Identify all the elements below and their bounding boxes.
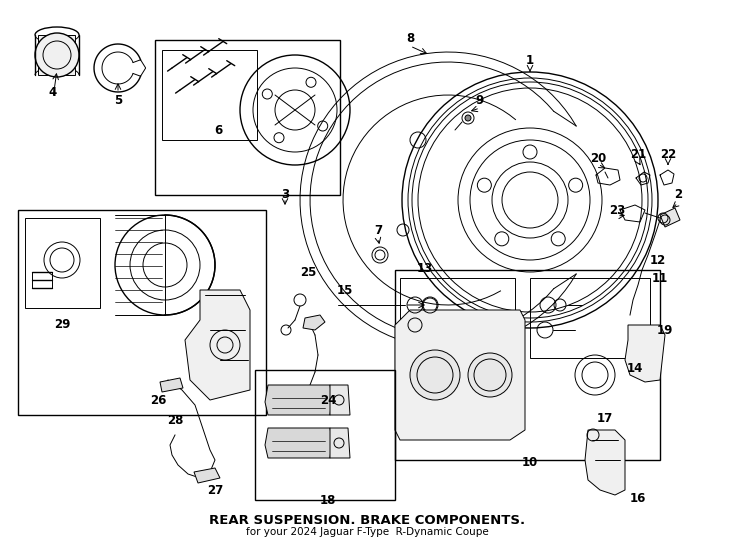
Text: 6: 6: [214, 124, 222, 137]
Text: 14: 14: [627, 361, 643, 375]
Bar: [162, 50, 257, 140]
Text: 3: 3: [281, 188, 289, 201]
Polygon shape: [185, 290, 250, 400]
Bar: [18, 210, 266, 415]
Text: 27: 27: [207, 483, 223, 496]
Polygon shape: [38, 35, 75, 75]
Text: 9: 9: [476, 93, 484, 106]
Circle shape: [465, 115, 471, 121]
Circle shape: [468, 353, 512, 397]
Circle shape: [35, 33, 79, 77]
Text: 24: 24: [320, 394, 336, 407]
Bar: [530, 278, 650, 358]
Text: 22: 22: [660, 148, 676, 161]
Text: 1: 1: [526, 53, 534, 66]
Text: 19: 19: [657, 323, 673, 336]
Circle shape: [410, 350, 460, 400]
Polygon shape: [265, 428, 332, 458]
Polygon shape: [194, 468, 220, 483]
Bar: [400, 278, 515, 358]
Polygon shape: [160, 378, 183, 392]
Polygon shape: [395, 310, 525, 440]
Polygon shape: [330, 428, 350, 458]
Text: 13: 13: [417, 261, 433, 274]
Text: 25: 25: [299, 266, 316, 279]
Text: 23: 23: [609, 204, 625, 217]
Text: 17: 17: [597, 411, 613, 424]
Text: 16: 16: [630, 491, 646, 504]
Text: 15: 15: [337, 284, 353, 296]
Text: REAR SUSPENSION. BRAKE COMPONENTS.: REAR SUSPENSION. BRAKE COMPONENTS.: [209, 514, 525, 526]
Text: 26: 26: [150, 394, 166, 407]
Text: 11: 11: [652, 272, 668, 285]
Polygon shape: [303, 315, 325, 330]
Polygon shape: [585, 430, 625, 495]
Text: 5: 5: [114, 93, 122, 106]
Polygon shape: [625, 325, 665, 382]
Text: 20: 20: [590, 152, 606, 165]
Text: 28: 28: [167, 414, 184, 427]
Text: 2: 2: [674, 188, 682, 201]
Text: 7: 7: [374, 224, 382, 237]
Polygon shape: [330, 385, 350, 415]
Text: 29: 29: [54, 319, 70, 332]
Bar: [25, 218, 100, 308]
Text: 10: 10: [522, 456, 538, 469]
Text: 21: 21: [630, 148, 646, 161]
Bar: [155, 40, 340, 195]
Text: 18: 18: [320, 494, 336, 507]
Bar: [395, 270, 660, 460]
Text: for your 2024 Jaguar F-Type  R-Dynamic Coupe: for your 2024 Jaguar F-Type R-Dynamic Co…: [246, 527, 488, 537]
Text: 8: 8: [406, 31, 414, 44]
Text: 4: 4: [49, 85, 57, 98]
Polygon shape: [265, 385, 332, 415]
Bar: [255, 370, 395, 500]
Polygon shape: [660, 208, 680, 227]
Text: 12: 12: [650, 253, 666, 267]
